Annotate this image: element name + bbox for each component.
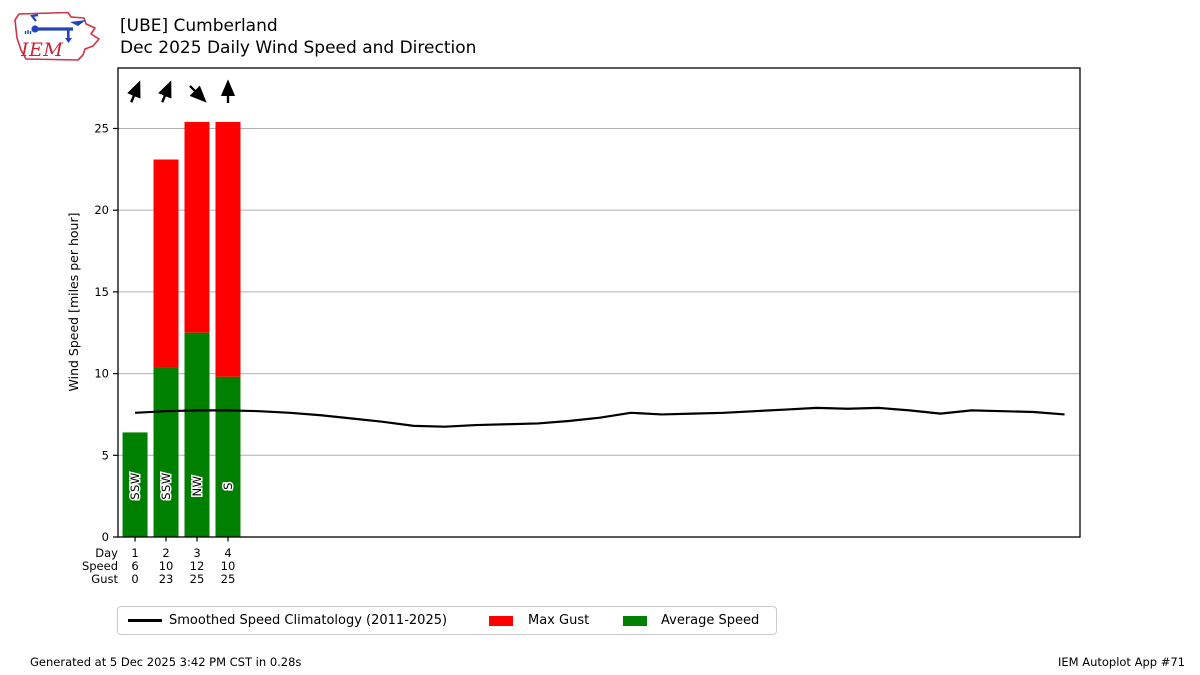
table-row-label: Speed	[82, 559, 118, 573]
wind-arrow	[127, 80, 141, 103]
climatology-line-group	[134, 406, 1065, 428]
y-tick-label: 5	[102, 448, 109, 462]
y-axis-title: Wind Speed [miles per hour]	[66, 213, 81, 392]
table-row-label: Day	[95, 546, 118, 560]
direction-label: SSW	[159, 472, 173, 499]
table-value: 4	[224, 546, 231, 560]
average-speed-bar	[215, 376, 241, 537]
direction-label: NW	[190, 476, 204, 497]
max-gust-bar	[153, 159, 179, 368]
table-value: 25	[221, 572, 236, 586]
climatology-line	[134, 406, 1065, 428]
chart-title-block: [UBE] Cumberland Dec 2025 Daily Wind Spe…	[120, 15, 476, 59]
legend: Smoothed Speed Climatology (2011-2025) M…	[117, 606, 777, 635]
table-value: 6	[131, 559, 138, 573]
y-tick-label: 0	[102, 530, 109, 544]
table-value: 12	[190, 559, 205, 573]
climatology-line-legend-key	[128, 619, 162, 622]
bars-group	[122, 121, 241, 537]
gridlines-group	[118, 127, 1080, 456]
direction-label: SSW	[128, 472, 142, 499]
generated-timestamp: Generated at 5 Dec 2025 3:42 PM CST in 0…	[30, 655, 302, 669]
iem-logo-text: IEM	[20, 39, 63, 61]
wind-arrow	[189, 85, 207, 103]
y-tick-label: 25	[94, 121, 109, 135]
wind-arrow	[158, 80, 172, 103]
autoplot-app-credit: IEM Autoplot App #71	[1057, 655, 1185, 669]
wind-direction-labels-group: SSW SSW NW S	[127, 471, 237, 501]
direction-label: S	[221, 482, 235, 490]
table-value: 1	[131, 546, 138, 560]
table-value: 10	[159, 559, 174, 573]
legend-label-climatology: Smoothed Speed Climatology (2011-2025)	[169, 613, 448, 628]
wind-direction-arrows-group	[127, 79, 236, 103]
average-speed-bar	[122, 432, 148, 537]
plot-border	[117, 67, 1081, 538]
y-tick-label: 10	[94, 367, 109, 381]
table-value: 3	[193, 546, 200, 560]
iem-logo: IEM	[14, 11, 100, 61]
max-gust-bar	[184, 121, 210, 333]
table-value: 10	[221, 559, 236, 573]
legend-label-max-gust: Max Gust	[528, 613, 590, 628]
weather-vane-icon	[24, 13, 86, 43]
table-value: 0	[131, 572, 138, 586]
max-gust-legend-swatch	[489, 616, 513, 626]
table-value: 23	[159, 572, 174, 586]
table-value: 25	[190, 572, 205, 586]
average-speed-bar	[184, 332, 210, 537]
chart-title: [UBE] Cumberland	[120, 16, 278, 36]
max-gust-bar	[215, 121, 241, 377]
average-speed-legend-swatch	[623, 616, 647, 626]
average-speed-bar	[153, 367, 179, 537]
y-tick-label: 20	[94, 203, 109, 217]
legend-label-average-speed: Average Speed	[661, 613, 760, 628]
table-value: 2	[162, 546, 169, 560]
table-row-label: Gust	[91, 572, 118, 586]
y-tick-label: 15	[94, 285, 109, 299]
axes-group	[113, 67, 1081, 542]
chart-subtitle: Dec 2025 Daily Wind Speed and Direction	[120, 38, 477, 58]
